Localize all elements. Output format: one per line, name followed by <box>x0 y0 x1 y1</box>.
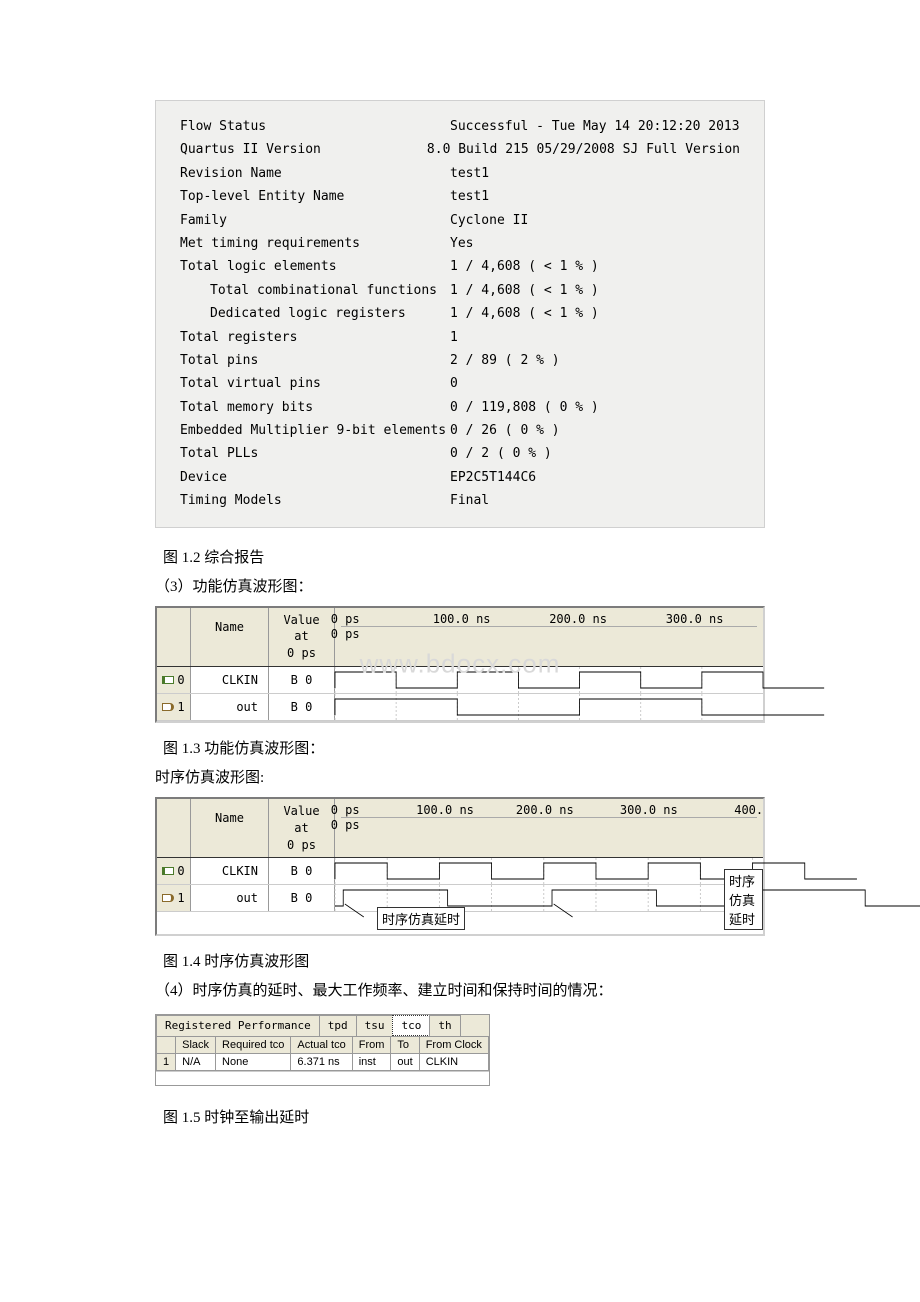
wave-timeline-header-2: 0 ps 100.0 ns 200.0 ns 300.0 ns 400. 0 p… <box>335 799 763 857</box>
delay-annotation-2: 时序仿真延时 <box>724 869 763 930</box>
summary-value: Successful - Tue May 14 20:12:20 2013 <box>450 115 740 138</box>
summary-value: 0 <box>450 372 740 395</box>
output-pin-icon <box>162 703 174 711</box>
delay-annotation-1: 时序仿真延时 <box>377 907 465 930</box>
signal-name: out <box>191 885 269 911</box>
summary-label: Flow Status <box>180 115 450 138</box>
signal-index: 0 <box>177 673 184 687</box>
signal-waveform <box>335 694 763 720</box>
summary-value: 0 / 26 ( 0 % ) <box>450 419 740 442</box>
summary-label: Total logic elements <box>180 255 450 278</box>
input-pin-icon <box>162 676 174 684</box>
paragraph-4: （4）时序仿真的延时、最大工作频率、建立时间和保持时间的情况： <box>155 979 765 1000</box>
tco-row-index: 1 <box>157 1054 176 1071</box>
tco-row: 1N/ANone6.371 nsinstoutCLKIN <box>157 1054 489 1071</box>
signal-waveform <box>335 667 763 693</box>
tco-column-header: Slack <box>176 1037 216 1054</box>
figure-caption-1-3: 图 1.3 功能仿真波形图： <box>163 737 765 758</box>
summary-value: EP2C5T144C6 <box>450 466 740 489</box>
tab-tsu[interactable]: tsu <box>356 1015 394 1036</box>
timing-analysis-panel: Registered Performancetpdtsutcoth SlackR… <box>155 1014 490 1086</box>
summary-value: 1 <box>450 326 740 349</box>
summary-value: test1 <box>450 185 740 208</box>
signal-name: out <box>191 694 269 720</box>
tco-column-header: Actual tco <box>291 1037 352 1054</box>
tco-cell: None <box>216 1054 291 1071</box>
output-pin-icon <box>162 894 174 902</box>
tab-tpd[interactable]: tpd <box>319 1015 357 1036</box>
tco-cell: inst <box>352 1054 391 1071</box>
summary-label: Timing Models <box>180 489 450 512</box>
summary-label: Device <box>180 466 450 489</box>
summary-label: Embedded Multiplier 9-bit elements <box>180 419 450 442</box>
wave-header-name: Name <box>191 608 269 666</box>
waveform-signal-row: 1 outB 0 <box>157 694 763 721</box>
summary-value: 8.0 Build 215 05/29/2008 SJ Full Version <box>427 138 740 161</box>
compilation-summary: Flow StatusSuccessful - Tue May 14 20:12… <box>155 100 765 528</box>
wave-timeline-header: 0 ps 100.0 ns 200.0 ns 300.0 ns 0 ps <box>335 608 763 666</box>
summary-label: Quartus II Version <box>180 138 427 161</box>
input-pin-icon <box>162 867 174 875</box>
signal-waveform <box>335 858 763 884</box>
tco-column-header: To <box>391 1037 419 1054</box>
summary-label: Total PLLs <box>180 442 450 465</box>
summary-value: 1 / 4,608 ( < 1 % ) <box>450 279 740 302</box>
summary-value: 2 / 89 ( 2 % ) <box>450 349 740 372</box>
wave-header-name-2: Name <box>191 799 269 857</box>
waveform-signal-row: 0 CLKINB 0 <box>157 858 763 885</box>
timing-waveform-label: 时序仿真波形图: <box>155 766 765 787</box>
timing-waveform: Name Value at 0 ps 0 ps 100.0 ns 200.0 n… <box>155 797 765 936</box>
wave-header-value: Value at 0 ps <box>269 608 335 666</box>
tco-cell: out <box>391 1054 419 1071</box>
signal-name: CLKIN <box>191 858 269 884</box>
tco-cell: 6.371 ns <box>291 1054 352 1071</box>
tco-column-header: Required tco <box>216 1037 291 1054</box>
tab-registered-performance[interactable]: Registered Performance <box>156 1015 320 1036</box>
signal-value: B 0 <box>269 858 335 884</box>
figure-caption-1-5: 图 1.5 时钟至输出延时 <box>163 1106 765 1127</box>
summary-value: Yes <box>450 232 740 255</box>
tab-tco[interactable]: tco <box>392 1015 430 1036</box>
figure-caption-1-2: 图 1.2 综合报告 <box>163 546 765 567</box>
summary-label: Total virtual pins <box>180 372 450 395</box>
summary-value: 1 / 4,608 ( < 1 % ) <box>450 255 740 278</box>
tco-column-header: From <box>352 1037 391 1054</box>
tco-table: SlackRequired tcoActual tcoFromToFrom Cl… <box>156 1036 489 1071</box>
summary-label: Revision Name <box>180 162 450 185</box>
summary-label: Total pins <box>180 349 450 372</box>
signal-name: CLKIN <box>191 667 269 693</box>
summary-value: test1 <box>450 162 740 185</box>
tab-th[interactable]: th <box>429 1015 460 1036</box>
summary-label: Total registers <box>180 326 450 349</box>
figure-caption-1-4: 图 1.4 时序仿真波形图 <box>163 950 765 971</box>
waveform-signal-row: 0 CLKINB 0 <box>157 667 763 694</box>
signal-value: B 0 <box>269 694 335 720</box>
functional-waveform: Name Value at 0 ps 0 ps 100.0 ns 200.0 n… <box>155 606 765 723</box>
tco-column-header <box>157 1037 176 1054</box>
signal-index: 1 <box>177 891 184 905</box>
summary-value: 0 / 2 ( 0 % ) <box>450 442 740 465</box>
summary-label: Dedicated logic registers <box>180 302 450 325</box>
summary-value: Final <box>450 489 740 512</box>
signal-value: B 0 <box>269 667 335 693</box>
paragraph-3: （3）功能仿真波形图： <box>155 575 765 596</box>
summary-label: Met timing requirements <box>180 232 450 255</box>
wave-header-value-2: Value at 0 ps <box>269 799 335 857</box>
summary-label: Top-level Entity Name <box>180 185 450 208</box>
tco-column-header: From Clock <box>419 1037 488 1054</box>
summary-label: Family <box>180 209 450 232</box>
tco-cell: N/A <box>176 1054 216 1071</box>
tco-cell: CLKIN <box>419 1054 488 1071</box>
summary-value: 1 / 4,608 ( < 1 % ) <box>450 302 740 325</box>
summary-label: Total memory bits <box>180 396 450 419</box>
signal-index: 1 <box>177 700 184 714</box>
summary-label: Total combinational functions <box>180 279 450 302</box>
summary-value: 0 / 119,808 ( 0 % ) <box>450 396 740 419</box>
signal-value: B 0 <box>269 885 335 911</box>
signal-index: 0 <box>177 864 184 878</box>
summary-value: Cyclone II <box>450 209 740 232</box>
